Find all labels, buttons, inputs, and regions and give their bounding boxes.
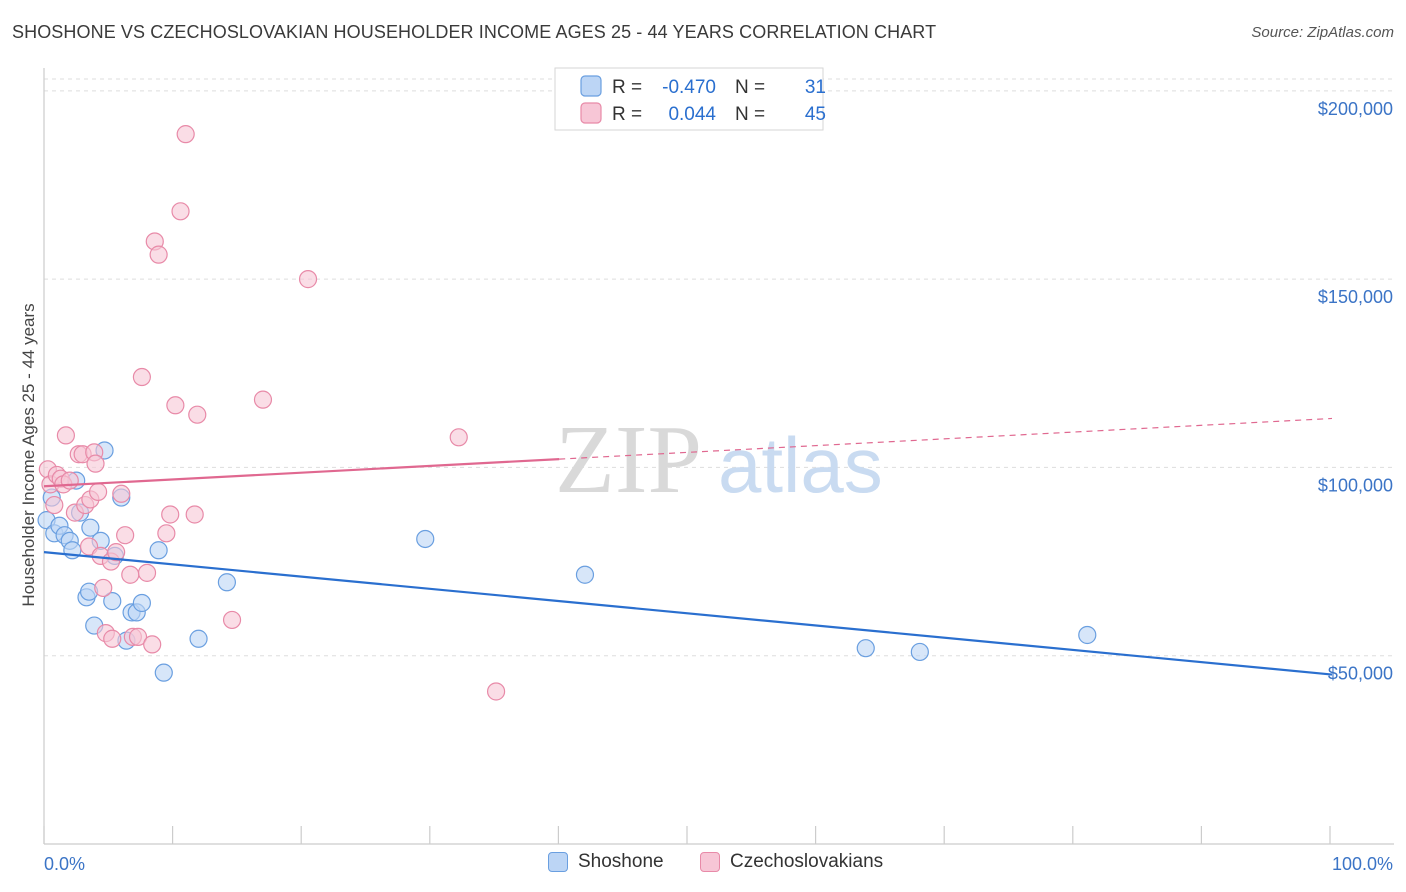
y-tick-label: $150,000: [1318, 287, 1393, 307]
point-shoshone[interactable]: [416, 529, 435, 549]
trend-line-shoshone: [43, 551, 1333, 676]
point-shoshone[interactable]: [149, 541, 168, 560]
point-shoshone[interactable]: [856, 639, 875, 658]
point-czechoslovakians[interactable]: [449, 428, 468, 447]
legend-n-value-czechoslovakians: 45: [805, 104, 826, 125]
watermark-atlas: atlas: [718, 421, 883, 509]
legend-n-value-shoshone: 31: [805, 77, 826, 98]
point-shoshone[interactable]: [81, 518, 100, 537]
legend-swatch-czechoslovakians-bottom: [700, 852, 720, 872]
point-czechoslovakians[interactable]: [486, 682, 506, 701]
point-czechoslovakians[interactable]: [137, 563, 157, 582]
point-czechoslovakians[interactable]: [56, 426, 75, 445]
point-czechoslovakians[interactable]: [112, 484, 131, 503]
point-czechoslovakians[interactable]: [161, 505, 180, 524]
legend-swatch-shoshone: [580, 75, 602, 97]
point-shoshone[interactable]: [575, 565, 595, 584]
point-czechoslovakians[interactable]: [116, 526, 135, 545]
legend-bottom: Shoshone Czechoslovakians: [0, 851, 1406, 879]
point-czechoslovakians[interactable]: [253, 390, 273, 409]
point-czechoslovakians[interactable]: [149, 245, 168, 264]
source-prefix: Source:: [1251, 24, 1308, 41]
point-czechoslovakians[interactable]: [188, 405, 207, 424]
legend-swatch-czechoslovakians: [580, 102, 602, 124]
chart-title: SHOSHONE VS CZECHOSLOVAKIAN HOUSEHOLDER …: [12, 22, 937, 42]
legend-n-label-czechoslovakians: N =: [735, 104, 765, 125]
point-shoshone[interactable]: [103, 592, 122, 611]
point-czechoslovakians[interactable]: [88, 482, 108, 501]
watermark-zip: ZIP: [555, 406, 702, 514]
point-czechoslovakians[interactable]: [222, 610, 242, 630]
point-czechoslovakians[interactable]: [157, 524, 176, 543]
point-shoshone[interactable]: [217, 573, 236, 592]
x-tick-label-max: 100.0%: [1332, 854, 1393, 874]
trend-line-dashed-czechoslovakians: [559, 417, 1333, 460]
point-shoshone[interactable]: [154, 663, 173, 682]
trend-lines: [43, 417, 1333, 676]
source-name[interactable]: ZipAtlas.com: [1307, 24, 1394, 41]
data-points: [37, 125, 1097, 701]
point-czechoslovakians[interactable]: [176, 125, 195, 144]
legend-swatch-shoshone-bottom: [548, 852, 568, 872]
legend-item-czechoslovakians[interactable]: Czechoslovakians: [700, 851, 883, 873]
legend-r-label-czechoslovakians: R =: [612, 104, 642, 125]
grid-lines: $50,000 $100,000 $150,000 $200,000: [44, 78, 1394, 684]
legend-r-label-shoshone: R =: [612, 77, 642, 98]
legend-stats-box: R = -0.470 N = 31 R = 0.044 N = 45: [554, 67, 826, 131]
y-tick-label: $100,000: [1318, 475, 1393, 495]
legend-r-value-shoshone: -0.470: [662, 77, 716, 98]
point-shoshone[interactable]: [1078, 625, 1097, 645]
legend-label-czechoslovakians: Czechoslovakians: [730, 851, 884, 872]
point-czechoslovakians[interactable]: [298, 270, 318, 289]
point-shoshone[interactable]: [189, 629, 208, 648]
point-czechoslovakians[interactable]: [107, 543, 126, 562]
legend-n-label-shoshone: N =: [735, 77, 765, 98]
y-axis-label: Householder Income Ages 25 - 44 years: [19, 303, 38, 606]
watermark: ZIP atlas: [555, 406, 883, 514]
point-czechoslovakians[interactable]: [185, 505, 204, 524]
source-credit: Source: ZipAtlas.com: [1251, 24, 1394, 41]
point-shoshone[interactable]: [910, 642, 929, 662]
point-czechoslovakians[interactable]: [45, 495, 64, 515]
point-czechoslovakians[interactable]: [132, 367, 151, 387]
point-shoshone[interactable]: [132, 593, 151, 613]
axes: [43, 68, 1394, 845]
point-czechoslovakians[interactable]: [60, 471, 79, 490]
point-czechoslovakians[interactable]: [166, 396, 185, 415]
point-czechoslovakians[interactable]: [103, 629, 122, 648]
point-czechoslovakians[interactable]: [143, 635, 162, 654]
trend-line-czechoslovakians: [43, 458, 560, 488]
point-czechoslovakians[interactable]: [171, 202, 190, 221]
point-czechoslovakians[interactable]: [94, 578, 113, 598]
point-czechoslovakians[interactable]: [121, 565, 140, 584]
point-czechoslovakians[interactable]: [86, 454, 105, 473]
legend-r-value-czechoslovakians: 0.044: [668, 104, 716, 125]
y-tick-label: $50,000: [1328, 664, 1393, 684]
legend-label-shoshone: Shoshone: [578, 851, 664, 872]
legend-item-shoshone[interactable]: Shoshone: [548, 851, 664, 873]
x-tick-label-min: 0.0%: [44, 854, 85, 874]
point-czechoslovakians[interactable]: [128, 627, 148, 646]
y-tick-label: $200,000: [1318, 99, 1393, 119]
